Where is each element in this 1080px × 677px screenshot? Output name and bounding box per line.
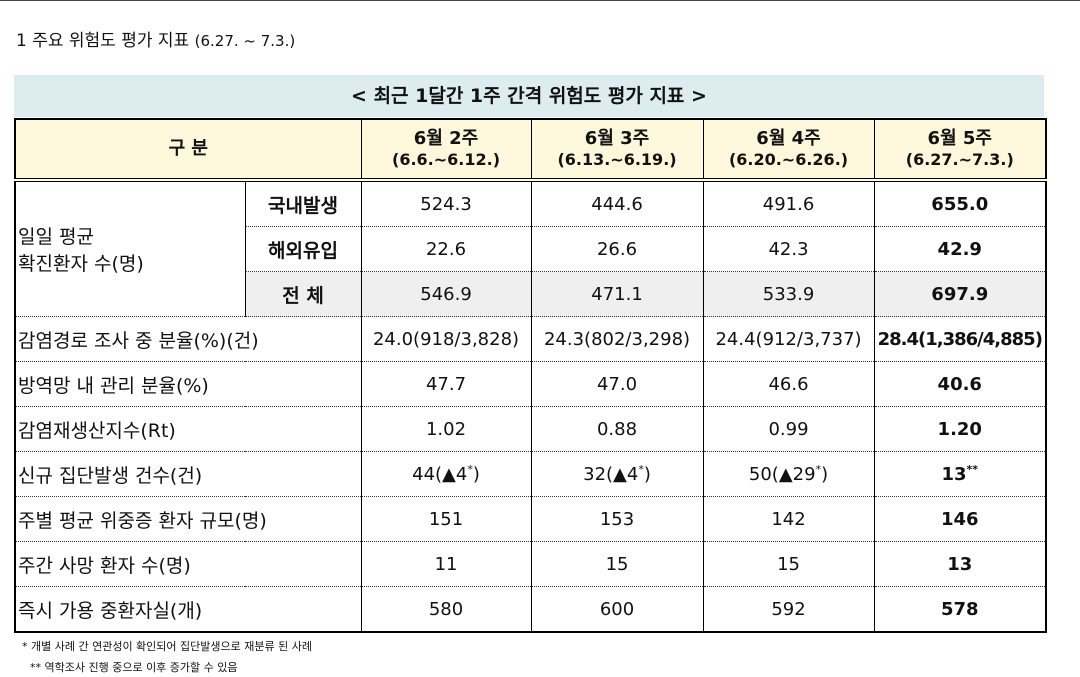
cell: 24.0(918/3,828)	[360, 316, 532, 362]
cell: 142	[702, 496, 875, 542]
header-cell: 6월 4주 (6.20.~6.26.)	[702, 118, 875, 182]
group-line: 확진환자 수(명)	[18, 253, 144, 275]
row-label: 방역망 내 관리 분율(%)	[14, 361, 362, 407]
week: 6월 5주	[927, 127, 992, 149]
rule	[0, 0, 1080, 1]
heading-period: (6.27. ~ 7.3.)	[194, 32, 296, 50]
cell: 524.3	[360, 179, 532, 227]
row-label: 감염경로 조사 중 분율(%)(건)	[14, 316, 362, 362]
cell: 471.1	[530, 271, 704, 317]
cell: 600	[530, 586, 704, 633]
cell: 46.6	[702, 361, 875, 407]
data-row: 즉시 가용 중환자실(개) 580 600 592 578	[14, 586, 1047, 633]
cell: 1.02	[360, 406, 532, 452]
cell: 13	[873, 541, 1047, 587]
week-range: (6.13.~6.19.)	[557, 150, 677, 170]
sub-label: 전 체	[244, 271, 362, 317]
cell: 44(▲4*)	[360, 451, 532, 497]
heading: 1 주요 위험도 평가 지표 (6.27. ~ 7.3.)	[16, 26, 295, 51]
cell: 42.3	[702, 226, 875, 272]
cell: 655.0	[873, 179, 1047, 227]
cell-text: 50(▲29	[748, 464, 816, 485]
group-line: 일일 평균	[18, 226, 94, 248]
cell: 28.4(1,386/4,885)	[873, 316, 1047, 362]
header-cell: 6월 5주 (6.27.~7.3.)	[873, 118, 1047, 182]
cell: 40.6	[873, 361, 1047, 407]
week-range: (6.27.~7.3.)	[905, 150, 1014, 170]
cell: 1.20	[873, 406, 1047, 452]
cell: 0.88	[530, 406, 704, 452]
cell: 151	[360, 496, 532, 542]
cell: 533.9	[702, 271, 875, 317]
cell: 0.99	[702, 406, 875, 452]
cell: 580	[360, 586, 532, 633]
cell: 22.6	[360, 226, 532, 272]
cell: 26.6	[530, 226, 704, 272]
data-row: 신규 집단발생 건수(건) 44(▲4*) 32(▲4*) 50(▲29*) 13**	[14, 451, 1047, 497]
data-row: 방역망 내 관리 분율(%) 47.7 47.0 46.6 40.6	[14, 361, 1047, 407]
sub-label: 해외유입	[244, 226, 362, 272]
cell-sup: *	[815, 463, 822, 476]
cell: 47.7	[360, 361, 532, 407]
cell-text: )	[643, 464, 651, 485]
cell-text: )	[821, 464, 829, 485]
cell-text: 32(▲4	[583, 464, 639, 485]
data-row: 감염재생산지수(Rt) 1.02 0.88 0.99 1.20	[14, 406, 1047, 452]
row-label: 즉시 가용 중환자실(개)	[14, 586, 362, 633]
row-label: 주별 평균 위중증 환자 규모(명)	[14, 496, 362, 542]
cell-text: 13	[941, 464, 967, 485]
heading-title: 1 주요 위험도 평가 지표	[16, 31, 190, 51]
cell: 13**	[873, 451, 1047, 497]
header-row: 구 분 6월 2주 (6.6.~6.12.) 6월 3주 (6.13.~6.19.) 6월…	[14, 118, 1047, 182]
cell: 146	[873, 496, 1047, 542]
cell: 24.3(802/3,298)	[530, 316, 704, 362]
cell: 32(▲4*)	[530, 451, 704, 497]
cell: 15	[702, 541, 875, 587]
table-caption: < 최근 1달간 1주 간격 위험도 평가 지표 >	[14, 75, 1044, 117]
week: 6월 3주	[584, 127, 650, 149]
cell: 47.0	[530, 361, 704, 407]
week-range: (6.6.~6.12.)	[392, 150, 501, 170]
cell: 153	[530, 496, 704, 542]
cell: 697.9	[873, 271, 1047, 317]
header-cell: 6월 3주 (6.13.~6.19.)	[530, 118, 704, 182]
week: 6월 4주	[756, 127, 821, 149]
header-cell: 6월 2주 (6.6.~6.12.)	[360, 118, 532, 182]
cell-text: 44(▲4	[412, 464, 468, 485]
header-corner: 구 분	[14, 118, 362, 182]
row-label: 감염재생산지수(Rt)	[14, 406, 362, 452]
cell-sup: *	[638, 463, 644, 476]
footnote: ** 역학조사 진행 중으로 이후 증가할 수 있음	[30, 661, 238, 674]
week: 6월 2주	[413, 127, 479, 149]
sub-label: 국내발생	[244, 179, 362, 227]
cell: 24.4(912/3,737)	[702, 316, 875, 362]
footnote: * 개별 사례 간 연관성이 확인되어 집단발생으로 재분류 된 사례	[22, 640, 312, 653]
cell: 592	[702, 586, 875, 633]
cell: 546.9	[360, 271, 532, 317]
risk-table: 구 분 6월 2주 (6.6.~6.12.) 6월 3주 (6.13.~6.19.) 6월…	[14, 118, 1048, 633]
data-row: 일일 평균 확진환자 수(명) 국내발생 524.3 444.6 491.6 655.0	[14, 179, 1047, 317]
cell: 11	[360, 541, 532, 587]
data-row: 주간 사망 환자 수(명) 11 15 15 13	[14, 541, 1047, 587]
cell: 42.9	[873, 226, 1047, 272]
cell: 15	[530, 541, 704, 587]
cell: 491.6	[702, 179, 875, 227]
week-range: (6.20.~6.26.)	[728, 150, 849, 170]
data-row: 주별 평균 위중증 환자 규모(명) 151 153 142 146	[14, 496, 1047, 542]
cell-text: )	[472, 464, 480, 485]
cell-sup: *	[467, 463, 473, 476]
row-label: 주간 사망 환자 수(명)	[14, 541, 362, 587]
cell: 50(▲29*)	[702, 451, 875, 497]
cell-sup: **	[966, 463, 979, 476]
data-row: 해외유입 22.6 26.6 42.3 42.9	[15, 226, 1047, 272]
cell: 578	[873, 586, 1047, 633]
data-row: 감염경로 조사 중 분율(%)(건) 24.0(918/3,828) 24.3(80…	[14, 316, 1047, 362]
cell: 444.6	[530, 179, 704, 227]
data-row: 전 체 546.9 471.1 533.9 697.9	[15, 271, 1047, 317]
row-label: 신규 집단발생 건수(건)	[14, 451, 362, 497]
